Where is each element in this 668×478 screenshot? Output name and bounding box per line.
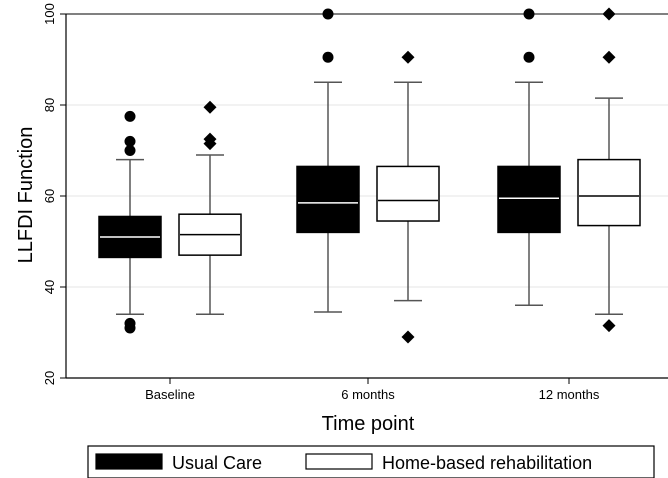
outlier-point (523, 8, 535, 20)
y-axis: 20 40 60 80 100 (42, 3, 67, 385)
x-axis-title: Time point (322, 413, 415, 435)
outlier-point (322, 8, 334, 20)
outlier-point (523, 51, 535, 63)
x-tick-label: Baseline (145, 387, 195, 402)
outlier-point (124, 317, 136, 329)
legend-swatch (95, 453, 163, 470)
outlier-point (124, 135, 136, 147)
outlier-point (602, 7, 616, 21)
y-tick-label: 40 (42, 280, 57, 294)
iqr-box (376, 165, 440, 222)
x-tick-label: 6 months (341, 387, 395, 402)
legend: Usual Care Home-based rehabilitation (87, 445, 655, 478)
iqr-box (497, 165, 561, 234)
legend-label: Home-based rehabilitation (382, 453, 592, 473)
outlier-point (124, 145, 136, 156)
outlier-point (124, 110, 136, 122)
box-usual-care (98, 110, 162, 334)
outlier-point (602, 319, 616, 333)
y-tick-label: 60 (42, 189, 57, 203)
iqr-box (577, 158, 641, 227)
y-tick-label: 80 (42, 98, 57, 112)
y-axis-title: LLFDI Function (15, 127, 37, 264)
legend-label: Usual Care (172, 453, 262, 473)
outlier-point (401, 50, 415, 64)
outlier-point (602, 50, 616, 64)
legend-swatch (305, 453, 373, 470)
outlier-point (203, 100, 217, 114)
y-tick-label: 20 (42, 371, 57, 385)
outlier-point (322, 51, 334, 63)
box-usual-care (497, 8, 561, 306)
iqr-box (296, 165, 360, 234)
x-tick-label: 12 months (539, 387, 600, 402)
outlier-point (203, 132, 217, 146)
y-tick-label: 100 (42, 3, 57, 25)
box-home-rehab (376, 50, 440, 344)
outlier-point (401, 330, 415, 344)
box-usual-care (296, 8, 360, 313)
plot-area (66, 7, 668, 379)
x-axis: Baseline 6 months 12 months (66, 377, 668, 402)
box-home-rehab (577, 7, 641, 333)
box-home-rehab (178, 100, 242, 316)
